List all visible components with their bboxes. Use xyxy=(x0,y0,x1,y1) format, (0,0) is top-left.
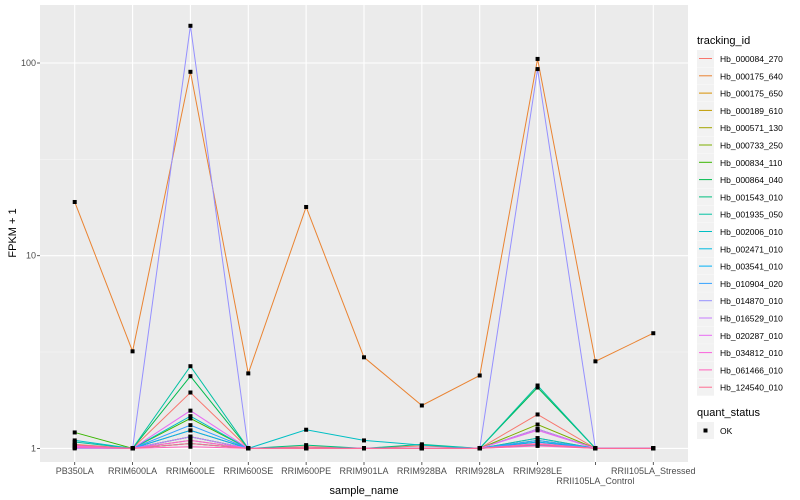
data-point xyxy=(535,56,540,61)
data-point xyxy=(130,446,135,451)
y-tick-label: 1 xyxy=(31,443,36,453)
data-point xyxy=(246,371,251,376)
data-point xyxy=(188,364,193,369)
legend-label: Hb_061466_010 xyxy=(720,365,783,375)
data-point xyxy=(651,331,656,336)
data-point xyxy=(72,430,77,435)
data-point xyxy=(188,414,193,419)
legend-label: Hb_014870_010 xyxy=(720,296,783,306)
legend-label: Hb_001935_050 xyxy=(720,210,783,220)
data-point xyxy=(535,383,540,388)
data-point xyxy=(188,423,193,428)
data-point xyxy=(188,434,193,439)
legend-label: Hb_002471_010 xyxy=(720,244,783,254)
shape-legend-label: OK xyxy=(720,426,733,436)
x-tick-label: RRIM600LA xyxy=(108,466,157,476)
legend-label: Hb_000175_650 xyxy=(720,89,783,99)
x-tick-label: RRIM928LA xyxy=(455,466,504,476)
legend-label: Hb_000834_110 xyxy=(720,158,783,168)
data-point xyxy=(304,427,309,432)
x-tick-label: RRIM928LE xyxy=(513,466,562,476)
data-point xyxy=(188,428,193,433)
data-point xyxy=(188,23,193,28)
data-point xyxy=(419,446,424,451)
x-tick-label: RRIM928BA xyxy=(397,466,447,476)
y-tick-label: 10 xyxy=(26,251,36,261)
legend-label: Hb_124540_010 xyxy=(720,383,783,393)
y-axis-title: FPKM + 1 xyxy=(7,208,19,257)
legend-label: Hb_034812_010 xyxy=(720,348,783,358)
data-point xyxy=(362,438,366,443)
legend-label: Hb_000189_610 xyxy=(720,106,783,116)
data-point xyxy=(535,436,540,441)
data-point xyxy=(72,445,77,450)
shape-legend-title: quant_status xyxy=(697,407,760,419)
data-point xyxy=(419,403,424,408)
x-tick-label: RRII105LA_Stressed xyxy=(611,466,696,476)
legend-label: Hb_010904_020 xyxy=(720,279,783,289)
x-tick-label: RRIM901LA xyxy=(339,466,388,476)
data-point xyxy=(535,442,540,447)
legend-label: Hb_002006_010 xyxy=(720,227,783,237)
x-tick-label: PB350LA xyxy=(56,466,94,476)
legend-title: tracking_id xyxy=(697,35,750,47)
data-point xyxy=(304,443,309,448)
y-tick-label: 100 xyxy=(21,58,36,68)
data-point xyxy=(72,443,77,448)
data-point xyxy=(535,422,540,427)
data-point xyxy=(188,69,193,74)
legend-label: Hb_000175_640 xyxy=(720,71,783,81)
data-point xyxy=(188,390,193,395)
data-point xyxy=(188,416,193,421)
data-point xyxy=(72,199,77,204)
legend-label: Hb_000864_040 xyxy=(720,175,783,185)
data-point xyxy=(188,438,193,443)
legend-label: Hb_003541_010 xyxy=(720,262,783,272)
data-point xyxy=(188,408,193,413)
data-point xyxy=(477,446,482,451)
data-point xyxy=(188,444,193,449)
data-point xyxy=(362,355,366,360)
legend-label: Hb_000571_130 xyxy=(720,123,783,133)
data-point xyxy=(188,374,193,379)
legend-label: Hb_000733_250 xyxy=(720,141,783,151)
data-point xyxy=(130,349,135,354)
data-point xyxy=(535,438,540,443)
data-point xyxy=(246,446,251,451)
data-point xyxy=(593,446,598,451)
legend-label: Hb_016529_010 xyxy=(720,314,783,324)
data-point xyxy=(477,373,482,378)
data-point xyxy=(72,438,77,443)
data-point xyxy=(362,446,366,451)
x-tick-label: RRIM600SE xyxy=(223,466,273,476)
x-axis-title: sample_name xyxy=(329,485,398,497)
shape-legend-point xyxy=(703,428,708,433)
x-tick-label: RRII105LA_Control xyxy=(556,476,634,486)
legend-label: Hb_001543_010 xyxy=(720,192,783,202)
data-point xyxy=(593,359,598,364)
data-point xyxy=(419,443,424,448)
data-point xyxy=(535,428,540,433)
x-tick-label: RRIM600PE xyxy=(281,466,331,476)
x-tick-label: RRIM600LE xyxy=(166,466,215,476)
data-point xyxy=(535,67,540,72)
data-point xyxy=(188,441,193,446)
legend-label: Hb_020287_010 xyxy=(720,331,783,341)
legend-label: Hb_000084_270 xyxy=(720,54,783,64)
data-point xyxy=(304,446,309,451)
data-point xyxy=(651,446,656,451)
data-point xyxy=(535,412,540,417)
data-point xyxy=(304,204,309,209)
